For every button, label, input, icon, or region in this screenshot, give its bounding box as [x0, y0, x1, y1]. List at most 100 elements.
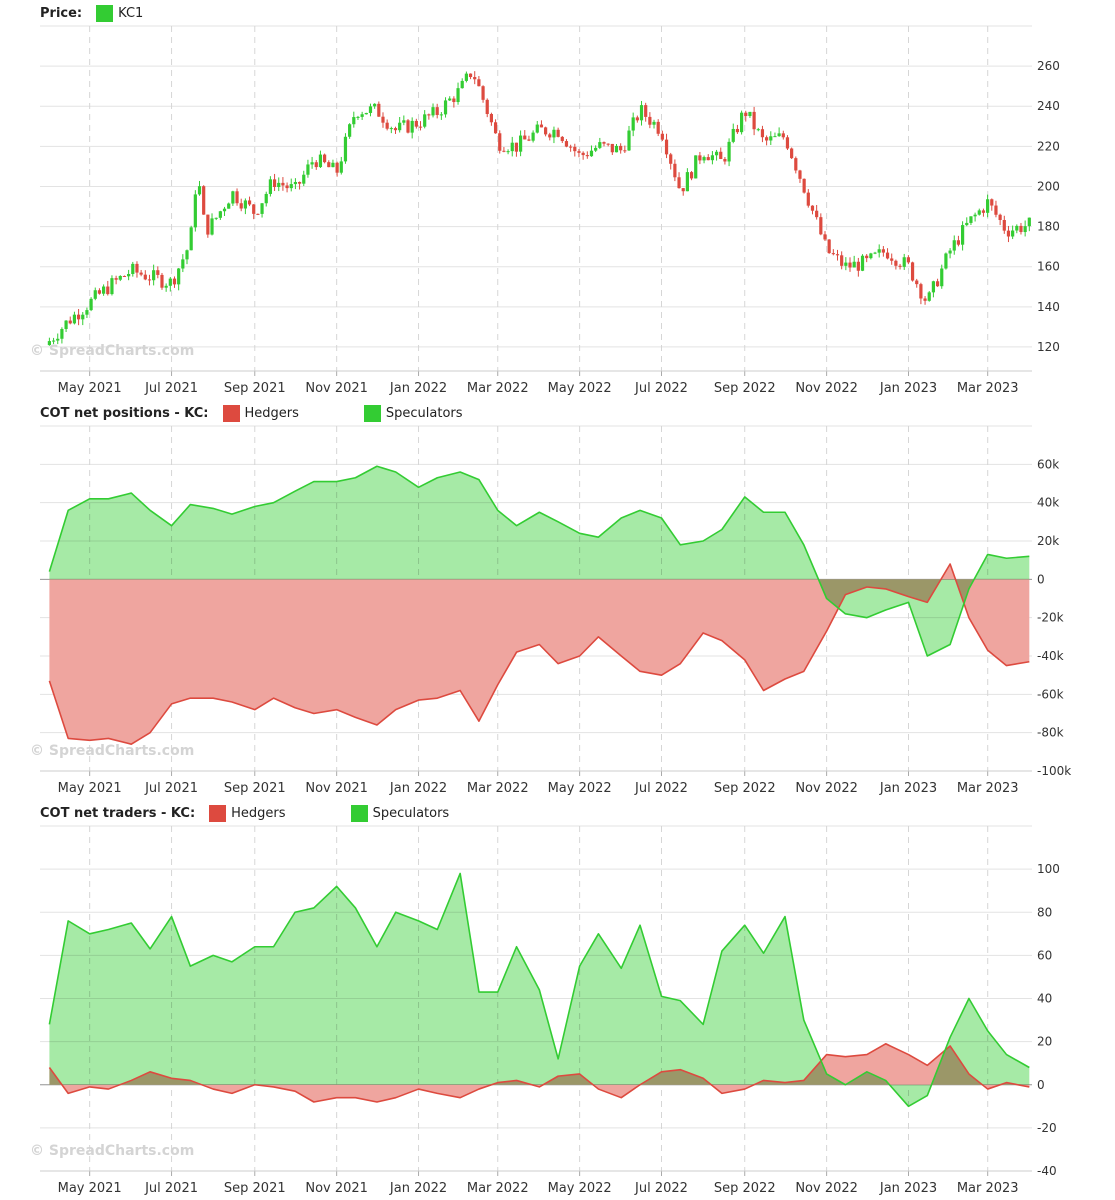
candle-body — [127, 273, 131, 277]
candle-body — [731, 128, 735, 142]
candle-body — [727, 141, 731, 162]
x-tick-label: Jan 2023 — [879, 781, 937, 796]
candle-body — [973, 214, 977, 217]
candle-body — [264, 193, 268, 204]
line-hedgers — [48, 1042, 1030, 1103]
candle-body — [802, 178, 806, 193]
legend-item-hedgers[interactable]: Hedgers — [222, 404, 299, 422]
candle-body — [477, 79, 481, 87]
candle-body — [243, 200, 247, 209]
candle-body — [539, 124, 544, 128]
y-tick-label: 180 — [1037, 220, 1060, 234]
candle-body — [865, 255, 869, 259]
y-tick-label: 0 — [1037, 1078, 1045, 1092]
candle-body — [627, 130, 631, 151]
candle-body — [385, 122, 389, 129]
line-speculators — [48, 465, 1030, 657]
watermark: © SpreadCharts.com — [30, 1143, 194, 1159]
candle-body — [510, 142, 514, 152]
candle-body — [68, 320, 72, 324]
candle-body — [464, 73, 468, 81]
candle-body — [297, 181, 302, 184]
x-tick-label: Mar 2022 — [467, 1181, 529, 1196]
y-tick-label: 40 — [1037, 992, 1052, 1006]
x-tick-label: Jan 2022 — [389, 381, 447, 396]
candle-body — [614, 145, 619, 153]
candle-body — [977, 210, 981, 215]
candle-body — [168, 278, 172, 286]
legend-item-speculators[interactable]: Speculators — [350, 804, 449, 822]
candle-body — [398, 122, 402, 131]
candle-body — [239, 203, 243, 209]
candle-body — [202, 186, 206, 215]
candle-body — [835, 254, 840, 256]
candle-body — [152, 270, 156, 281]
candle-body — [815, 210, 819, 218]
legend-item-speculators[interactable]: Speculators — [363, 404, 463, 422]
candle-body — [856, 261, 860, 271]
candle-body — [352, 117, 356, 125]
candle-body — [844, 262, 848, 266]
candle-body — [423, 114, 427, 127]
candle-body — [160, 274, 164, 288]
candle-body — [135, 263, 139, 273]
candle-body — [360, 114, 364, 117]
legend-item-kc1[interactable]: KC1 — [96, 4, 144, 22]
candle-body — [172, 278, 177, 285]
legend-label-kc1: KC1 — [118, 5, 144, 21]
x-tick-label: Sep 2021 — [224, 781, 286, 796]
x-tick-label: Jan 2022 — [389, 781, 447, 796]
y-tick-label: 140 — [1037, 300, 1060, 314]
x-tick-label: Jul 2022 — [634, 381, 688, 396]
candle-body — [56, 338, 60, 341]
x-tick-label: Sep 2021 — [224, 381, 286, 396]
x-tick-label: Nov 2021 — [305, 781, 368, 796]
x-tick-label: Mar 2023 — [957, 781, 1019, 796]
candle-body — [927, 292, 931, 301]
candle-body — [698, 155, 702, 161]
x-tick-label: Nov 2022 — [795, 1181, 858, 1196]
candle-body — [147, 279, 152, 281]
candle-body — [623, 150, 627, 152]
candle-body — [102, 286, 106, 294]
legend-swatch-kc1 — [96, 4, 114, 22]
legend-item-hedgers[interactable]: Hedgers — [209, 804, 286, 822]
y-tick-label: 80 — [1037, 905, 1052, 919]
candle-body — [1002, 220, 1006, 231]
candle-body — [810, 205, 815, 211]
candle-body — [60, 328, 64, 339]
candle-body — [272, 179, 277, 188]
candle-body — [910, 262, 915, 281]
y-tick-label: 40k — [1037, 496, 1059, 510]
legend-label-speculators: Speculators — [385, 405, 463, 421]
candle-body — [1019, 225, 1023, 233]
area-hedgers — [49, 1084, 1030, 1102]
candle-body — [739, 112, 744, 133]
x-tick-label: May 2021 — [58, 781, 122, 796]
candle-body — [656, 121, 660, 134]
candle-body — [990, 199, 994, 206]
candle-body — [998, 214, 1002, 221]
candle-body — [518, 135, 523, 152]
candle-body — [915, 280, 919, 285]
candle-body — [956, 240, 961, 245]
x-tick-label: Nov 2022 — [795, 381, 858, 396]
traders-legend: COT net traders - KC: Hedgers Speculator… — [40, 803, 449, 823]
candle-body — [76, 314, 81, 320]
candle-body — [986, 199, 990, 213]
candle-body — [256, 213, 260, 215]
candle-body — [72, 314, 77, 324]
candle-body — [302, 174, 306, 184]
candle-body — [639, 105, 644, 121]
y-tick-label: 20k — [1037, 534, 1059, 548]
x-tick-label: Mar 2023 — [957, 381, 1019, 396]
y-tick-label: -60k — [1037, 687, 1064, 701]
candle-body — [569, 146, 573, 148]
candle-body — [527, 139, 531, 141]
x-tick-label: May 2021 — [58, 381, 122, 396]
x-tick-label: Sep 2021 — [224, 1181, 286, 1196]
candle-body — [356, 116, 360, 118]
candle-body — [702, 157, 706, 161]
candle-body — [122, 275, 127, 277]
